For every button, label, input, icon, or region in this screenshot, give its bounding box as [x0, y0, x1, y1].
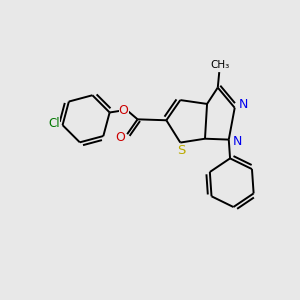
Text: S: S: [177, 144, 185, 158]
Text: N: N: [238, 98, 248, 111]
Text: Cl: Cl: [48, 117, 60, 130]
Text: O: O: [116, 131, 126, 144]
Text: N: N: [232, 135, 242, 148]
Text: CH₃: CH₃: [210, 60, 230, 70]
Text: O: O: [119, 103, 128, 117]
